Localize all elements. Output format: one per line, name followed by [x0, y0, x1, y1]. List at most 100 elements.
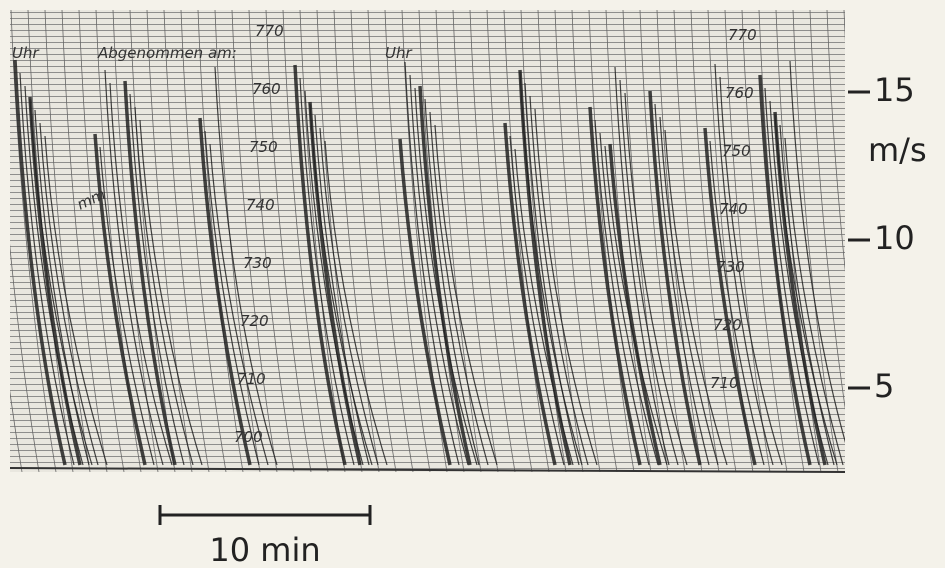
gust-trace: [104, 69, 164, 466]
gust-trace: [308, 101, 362, 466]
gust-trace: [524, 82, 580, 466]
grid-arc: [180, 10, 227, 472]
gust-trace: [534, 108, 598, 466]
grid-arc: [826, 10, 845, 272]
scale-label: 740: [246, 196, 275, 214]
gust-trace: [209, 143, 269, 466]
grid-arc: [690, 10, 737, 472]
paper-label: Uhr: [12, 44, 39, 62]
y-axis: 15 10 5: [848, 71, 915, 405]
scale-label: 730: [243, 254, 272, 272]
grid-arc: [571, 10, 618, 472]
gust-trace: [129, 93, 185, 466]
scale-label: 720: [240, 312, 269, 330]
grid-arc: [282, 10, 329, 472]
gust-trace: [429, 111, 489, 466]
gust-trace: [779, 124, 835, 466]
gust-trace: [719, 76, 783, 466]
gust-trace: [434, 124, 498, 466]
gust-trace: [654, 103, 710, 466]
grid-arc: [452, 10, 499, 472]
gust-trace: [614, 66, 670, 466]
grid-arc: [78, 10, 125, 472]
scale-label: 740: [719, 200, 748, 218]
gust-trace: [314, 114, 370, 466]
gust-trace: [604, 145, 668, 466]
gust-trace: [204, 130, 260, 466]
scale-label: 720: [713, 316, 742, 334]
scale-label: 760: [252, 80, 281, 98]
scale-label: 700: [234, 428, 263, 446]
paper-label: Uhr: [385, 44, 412, 62]
gust-trace: [503, 122, 557, 466]
tick-label: 10: [874, 219, 915, 257]
scale-label: 750: [249, 138, 278, 156]
vertical-grid: [10, 10, 845, 472]
grid-arc: [265, 10, 312, 472]
scale-label: 760: [725, 84, 754, 102]
grid-arc: [367, 10, 414, 472]
gust-trace: [123, 80, 177, 466]
gust-traces: [13, 59, 845, 466]
gust-trace: [784, 137, 844, 466]
scale-bar-label: 10 min: [209, 531, 320, 568]
grid-arc: [486, 10, 533, 472]
gust-trace: [398, 138, 452, 466]
grid-arc: [163, 10, 210, 472]
gust-trace: [409, 74, 469, 466]
grid-arc: [248, 10, 295, 472]
gust-trace: [664, 129, 728, 466]
gust-trace: [414, 87, 478, 466]
chart-paper: [10, 10, 845, 472]
gust-trace: [214, 66, 278, 466]
gust-trace: [134, 106, 194, 466]
tick-label: 5: [874, 367, 894, 405]
gust-trace: [758, 74, 812, 466]
grid-arc: [554, 10, 601, 472]
gust-trace: [293, 64, 347, 466]
gust-trace: [509, 135, 565, 466]
grid-arc: [622, 10, 669, 472]
horizontal-grid: [10, 10, 845, 472]
scale-label: 770: [728, 26, 757, 44]
grid-arc: [231, 10, 278, 472]
grid-arc: [61, 10, 108, 472]
gust-trace: [529, 95, 589, 466]
grid-arc: [10, 389, 23, 472]
scale-label: 730: [716, 258, 745, 276]
grid-arc: [333, 10, 380, 472]
gust-trace: [659, 116, 719, 466]
scale-label: 770: [255, 22, 284, 40]
paper-edge: [9, 467, 846, 473]
gust-trace: [789, 60, 845, 443]
gust-trace: [198, 117, 252, 466]
gust-trace: [594, 119, 650, 466]
grid-arc: [809, 10, 845, 410]
gust-trace: [624, 92, 688, 466]
tick-label: 15: [874, 71, 915, 109]
gust-trace: [299, 77, 355, 466]
gust-trace: [34, 109, 90, 466]
gust-trace: [703, 127, 757, 466]
grid-arc: [44, 10, 91, 472]
grid-arc: [146, 10, 193, 472]
grid-arc: [95, 10, 142, 472]
gust-trace: [764, 87, 820, 466]
grid-arc: [469, 10, 516, 472]
gust-trace: [99, 146, 155, 466]
grid-arc: [639, 10, 686, 472]
gust-trace: [19, 72, 75, 466]
grid-arc: [435, 10, 482, 472]
gust-trace: [518, 69, 572, 466]
grid-arc: [129, 10, 176, 472]
gust-trace: [714, 63, 774, 466]
gust-trace: [39, 122, 99, 466]
paper-scales: 770 760 750 740 730 720 710 700 770 760 750 740 730 7…: [234, 22, 757, 446]
grid-arc: [537, 10, 584, 472]
grid-arc: [384, 10, 431, 472]
scale-label: 710: [710, 374, 739, 392]
scale-label: 750: [722, 142, 751, 160]
gust-trace: [424, 98, 480, 466]
gust-trace: [648, 90, 702, 466]
